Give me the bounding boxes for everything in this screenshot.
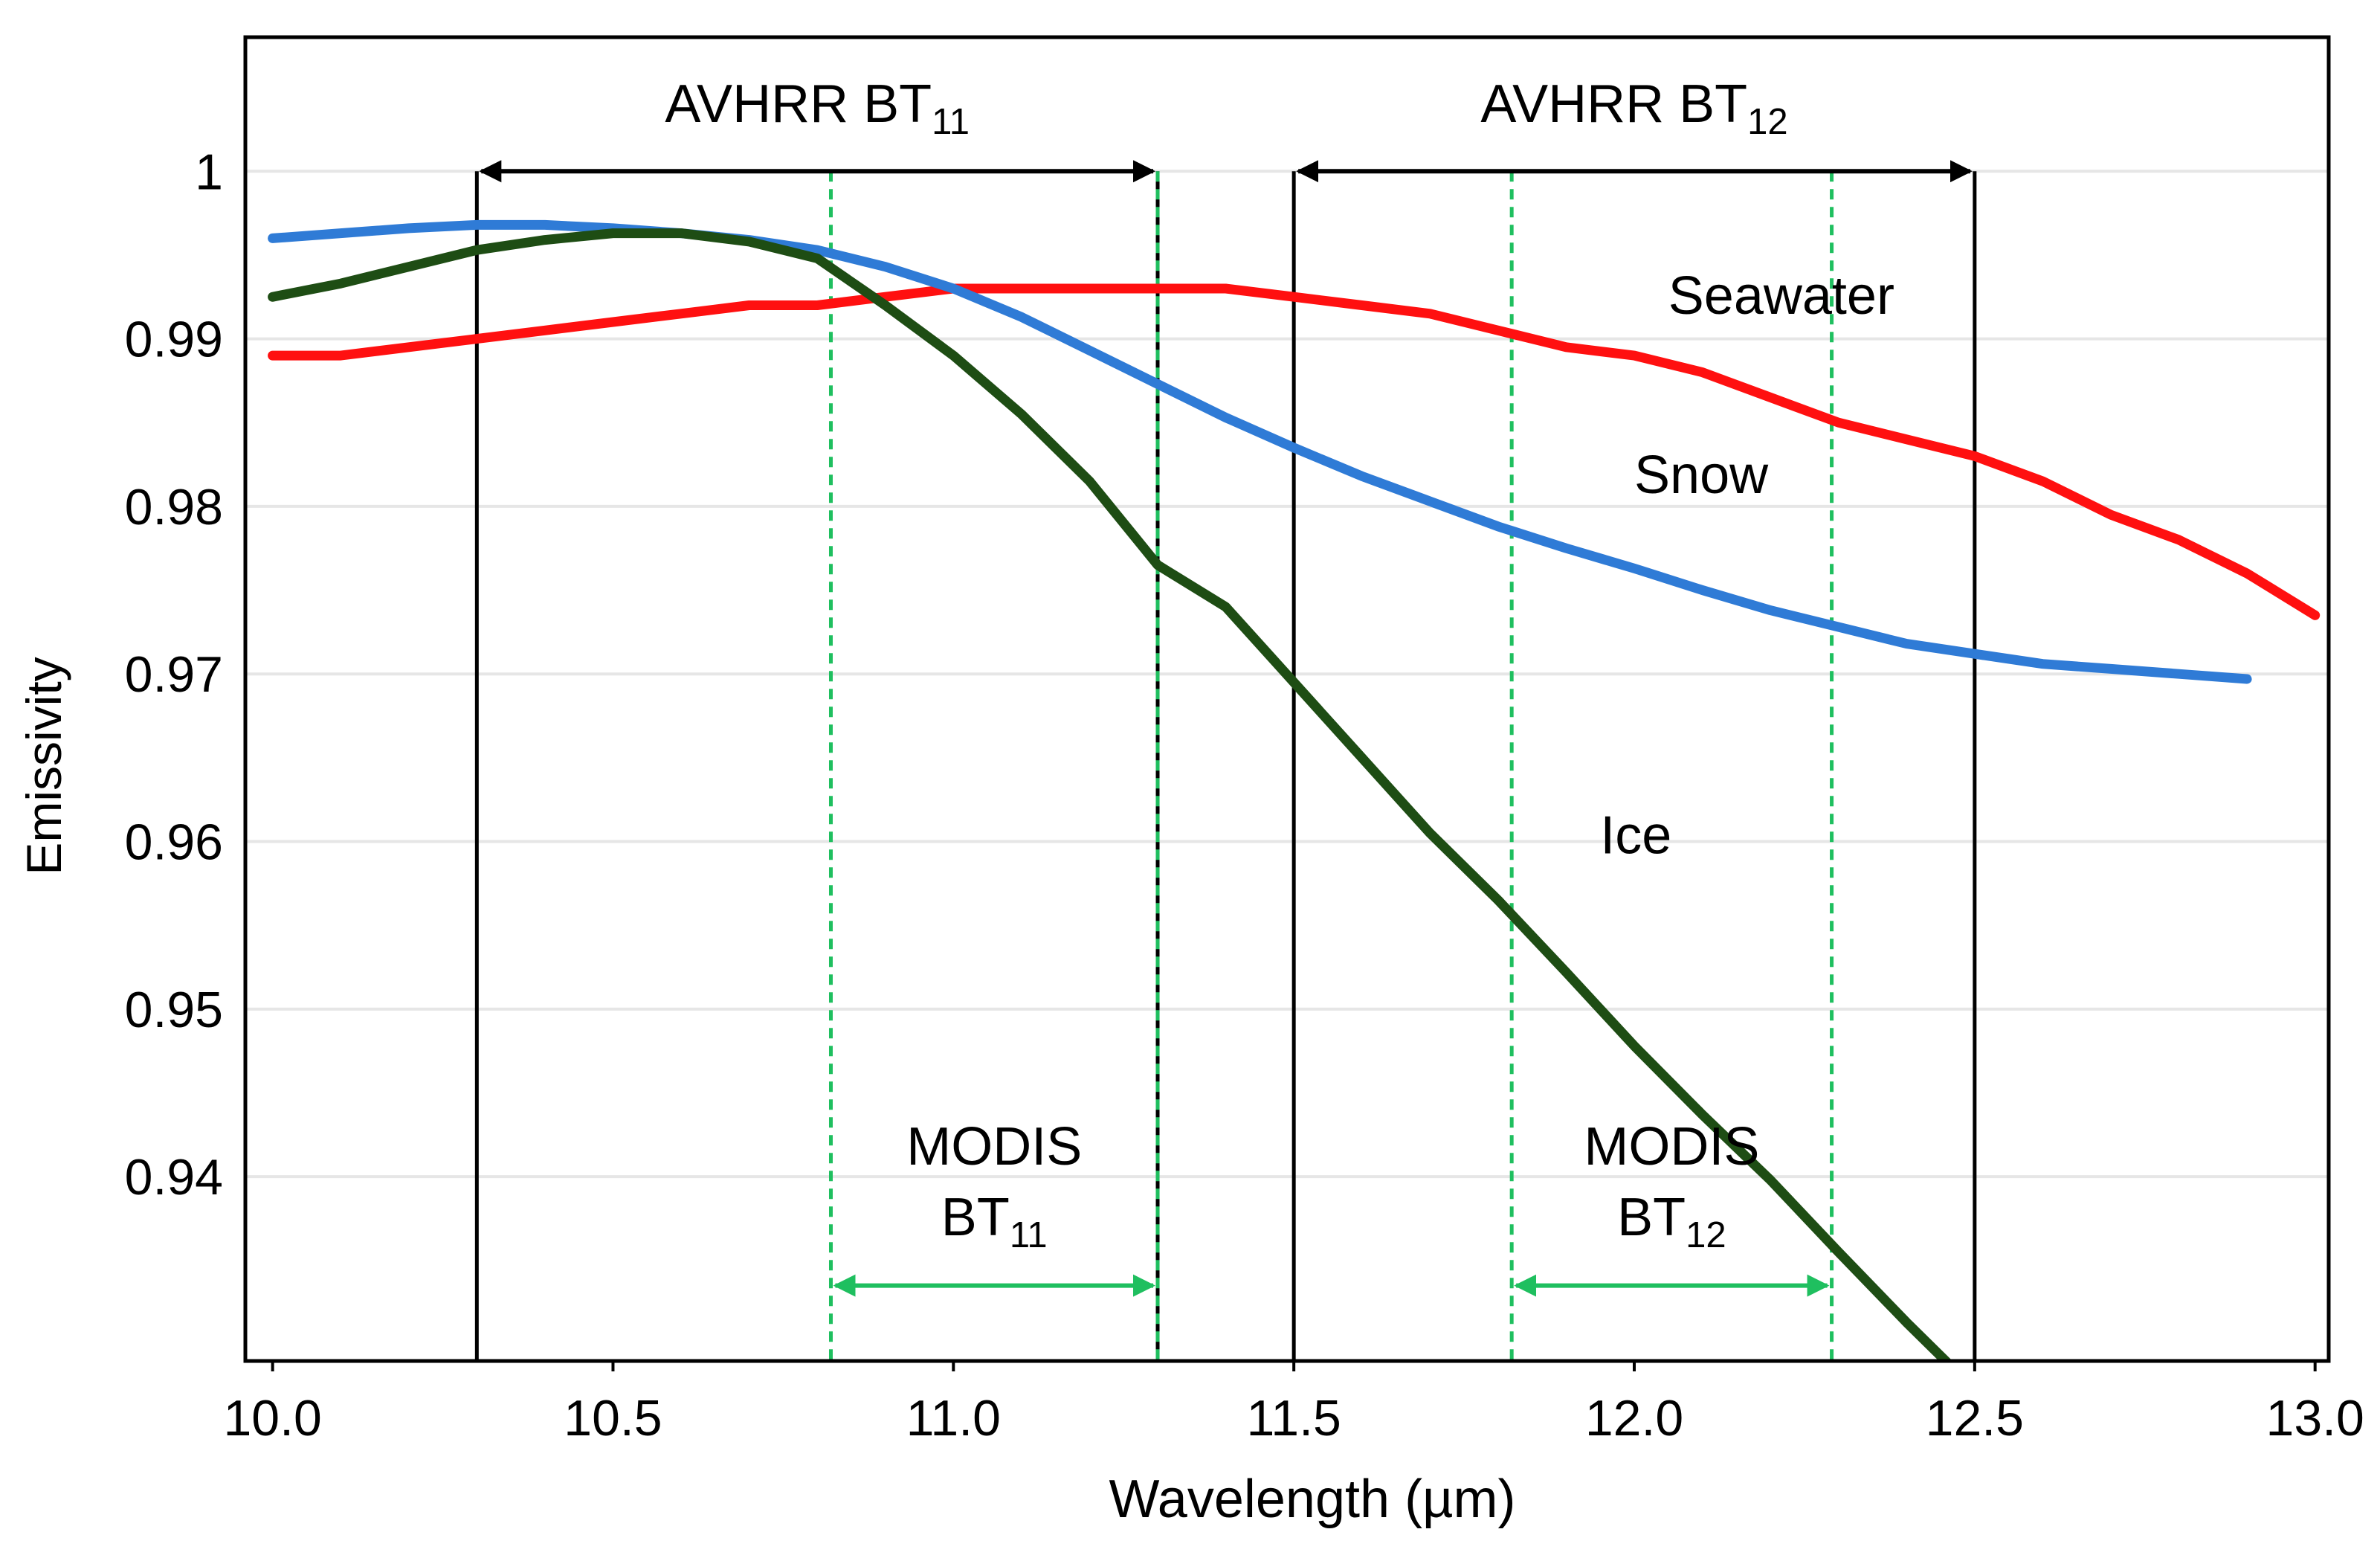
avhrr-band-label: AVHRR BT12 [1480,74,1787,142]
x-tick-label: 12.5 [1926,1390,2024,1446]
data-series [268,219,2321,1361]
x-tick-label: 10.5 [564,1390,662,1446]
plot-frame [243,35,2331,1363]
y-tick-label: 0.98 [125,479,223,535]
modis-band-label: MODIS [906,1117,1082,1177]
curve-labels: Seawater Snow Ice [1600,266,1894,866]
curve-label: Ice [1600,805,1671,865]
avhrr-band-label: AVHRR BT11 [665,74,970,142]
y-tick-label: 0.95 [125,982,223,1038]
x-axis-ticks: 10.0 10.5 11.0 11.5 12.0 12.5 13.0 [223,1361,2364,1446]
x-tick-label: 11.0 [906,1390,1001,1446]
y-axis-label: Emissivity [16,657,71,875]
series-line-ice [268,228,1953,1361]
x-tick-label: 13.0 [2266,1390,2364,1446]
x-axis-label: Wavelength (µm) [1109,1470,1516,1529]
band-lines [474,171,1977,1361]
x-tick-label: 10.0 [223,1390,321,1446]
y-tick-label: 0.97 [125,646,223,703]
x-tick-label: 11.5 [1247,1390,1341,1446]
band-annotations: AVHRR BT11 AVHRR BT12 MODIS BT11 MODIS BT12 [479,74,1973,1297]
curve-label: Seawater [1668,266,1894,326]
series-line-seawater [268,283,2321,620]
y-tick-label: 1 [195,144,223,200]
gridlines [245,170,2329,1179]
x-tick-label: 12.0 [1585,1390,1683,1446]
y-axis-ticks: 1 0.99 0.98 0.97 0.96 0.95 0.94 [125,144,223,1206]
modis-band-label: MODIS [1584,1117,1759,1177]
series-line-snow [268,219,2252,684]
modis-band-label: BT12 [1617,1188,1726,1255]
modis-band-label: BT11 [941,1188,1048,1255]
y-tick-label: 0.94 [125,1149,223,1206]
y-tick-label: 0.96 [125,814,223,871]
y-tick-label: 0.99 [125,312,223,368]
curve-label: Snow [1634,445,1769,505]
